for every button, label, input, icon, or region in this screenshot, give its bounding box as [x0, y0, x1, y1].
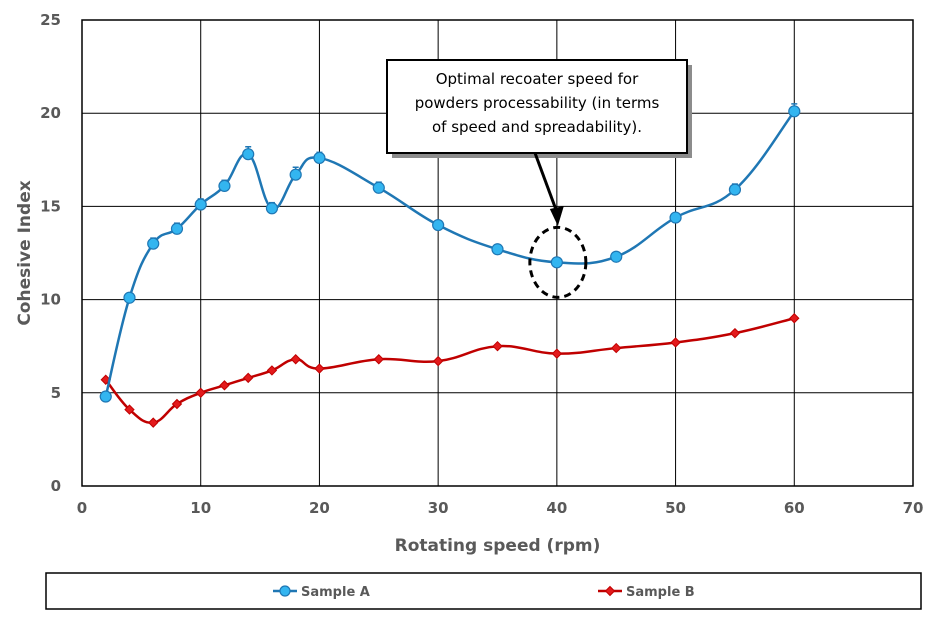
data-point — [147, 237, 160, 250]
data-point — [432, 355, 444, 367]
callout-line-1: Optimal recoater speed for — [436, 70, 639, 88]
data-point — [124, 404, 135, 415]
series-sample-a — [99, 103, 801, 403]
y-tick-label: 5 — [51, 384, 61, 402]
data-point — [219, 380, 230, 391]
x-tick-label: 10 — [190, 499, 211, 517]
legend-item-sample-a: Sample A — [273, 585, 370, 600]
data-point — [670, 337, 681, 348]
data-point — [242, 372, 254, 384]
x-tick-label: 50 — [665, 499, 686, 517]
data-point — [373, 354, 384, 365]
data-point — [432, 218, 445, 232]
x-axis-title: Rotating speed (rpm) — [395, 536, 601, 556]
x-axis-ticks: 0 10 20 30 40 50 60 70 — [77, 499, 924, 517]
data-point — [99, 390, 112, 403]
data-point — [289, 168, 302, 181]
x-tick-label: 0 — [77, 499, 87, 517]
data-point — [195, 387, 206, 399]
data-point — [123, 291, 136, 304]
callout-arrowhead — [549, 206, 564, 226]
y-axis-title: Cohesive Index — [15, 180, 35, 325]
series-layer — [99, 103, 801, 428]
data-point — [171, 398, 183, 410]
data-point — [170, 222, 184, 235]
data-point — [265, 202, 279, 215]
data-point — [788, 105, 801, 118]
x-tick-label: 70 — [903, 499, 924, 517]
legend-item-sample-b: Sample B — [598, 585, 695, 600]
data-point — [242, 148, 255, 161]
y-tick-label: 0 — [51, 477, 61, 495]
data-point — [218, 179, 231, 192]
data-point — [611, 342, 622, 354]
data-point — [551, 348, 563, 359]
x-tick-label: 40 — [546, 499, 567, 517]
plot-border — [81, 19, 914, 487]
y-tick-label: 25 — [40, 11, 61, 29]
data-point — [728, 183, 742, 196]
data-point — [313, 151, 326, 165]
legend-box — [45, 572, 922, 610]
callout-line-3: of speed and spreadability). — [432, 118, 642, 136]
series-line — [104, 110, 796, 397]
series-sample-b — [100, 313, 800, 428]
data-point — [491, 243, 504, 256]
data-point — [290, 354, 301, 365]
callout-box — [386, 59, 688, 154]
data-point — [492, 340, 503, 352]
plot-area — [81, 19, 914, 487]
data-point — [610, 250, 623, 263]
callout: Optimal recoater speed for powders proce… — [386, 59, 692, 299]
data-point — [550, 256, 563, 269]
callout-arrow — [533, 152, 559, 213]
data-point — [789, 313, 800, 324]
legend: Sample A Sample B — [45, 572, 922, 610]
optimal-speed-ellipse — [528, 225, 588, 299]
x-tick-label: 30 — [428, 499, 449, 517]
data-point — [194, 198, 207, 211]
callout-line-2: powders processability (in terms — [415, 94, 660, 112]
y-tick-label: 15 — [40, 197, 61, 215]
legend-label: Sample A — [301, 585, 370, 600]
data-point — [669, 211, 682, 224]
legend-label: Sample B — [626, 585, 695, 600]
x-tick-label: 20 — [309, 499, 330, 517]
y-tick-label: 20 — [40, 104, 61, 122]
data-point — [372, 181, 385, 194]
data-point — [148, 417, 159, 428]
y-tick-label: 10 — [40, 291, 61, 309]
series-line — [104, 317, 795, 424]
x-tick-label: 60 — [784, 499, 805, 517]
y-axis-ticks: 0 5 10 15 20 25 — [40, 11, 61, 495]
legend-marker — [279, 585, 291, 597]
data-point — [729, 327, 741, 339]
data-point — [266, 365, 278, 376]
data-point — [314, 363, 325, 374]
legend-marker — [604, 585, 616, 597]
legend-items: Sample A Sample B — [273, 585, 695, 600]
